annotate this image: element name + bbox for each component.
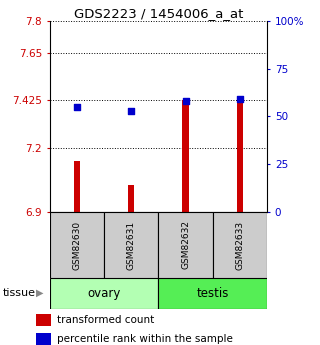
Point [74, 104, 79, 110]
Bar [74, 161, 80, 212]
Text: testis: testis [196, 287, 229, 300]
Bar [213, 212, 267, 278]
Text: transformed count: transformed count [57, 315, 154, 325]
Bar [158, 212, 213, 278]
Point [237, 97, 243, 102]
Text: GSM82632: GSM82632 [181, 220, 190, 269]
Title: GDS2223 / 1454006_a_at: GDS2223 / 1454006_a_at [74, 7, 243, 20]
Bar [36, 333, 51, 345]
Text: percentile rank within the sample: percentile rank within the sample [57, 334, 233, 344]
Text: ▶: ▶ [36, 288, 44, 298]
Text: tissue: tissue [3, 288, 36, 298]
Bar [50, 212, 104, 278]
Text: ovary: ovary [87, 287, 121, 300]
Text: GSM82633: GSM82633 [236, 220, 244, 269]
Bar [182, 100, 189, 212]
Bar [104, 212, 158, 278]
Text: GSM82630: GSM82630 [72, 220, 81, 269]
Point [183, 98, 188, 104]
Bar [237, 100, 243, 212]
Text: GSM82631: GSM82631 [127, 220, 136, 269]
Bar [36, 314, 51, 326]
Bar [50, 278, 158, 309]
Bar [158, 278, 267, 309]
Point [129, 108, 134, 114]
Bar [128, 185, 134, 212]
